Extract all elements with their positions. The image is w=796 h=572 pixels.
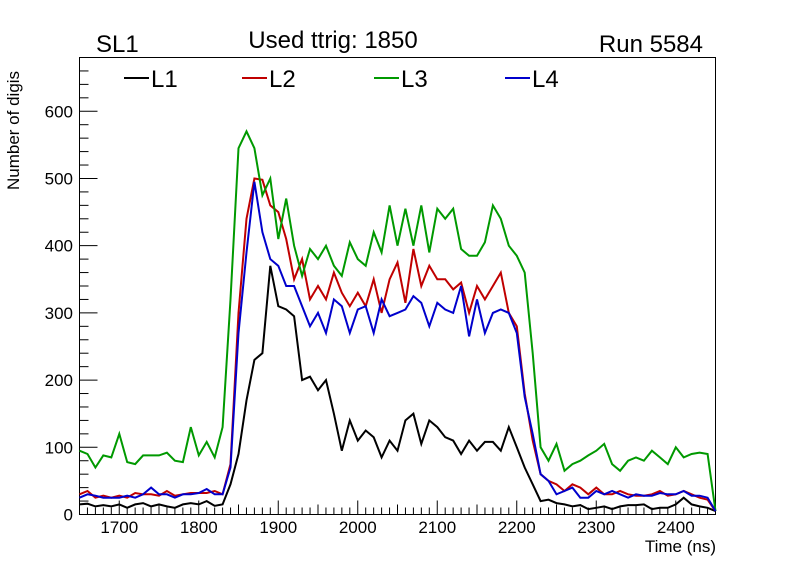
- y-tick-label: 0: [64, 506, 73, 525]
- y-tick-label: 500: [45, 169, 73, 188]
- x-axis: 1700 1800 1900 2000 2100 2200 2300 2400: [79, 500, 716, 537]
- x-tick-label: 1900: [259, 518, 297, 537]
- legend-label-l2: L2: [269, 66, 296, 93]
- series-layer: [79, 129, 717, 513]
- x-tick-label: 2000: [339, 518, 377, 537]
- legend-label-l3: L3: [401, 66, 428, 93]
- y-tick-label: 300: [45, 304, 73, 323]
- x-tick-label: 1800: [180, 518, 218, 537]
- series-line-l4: [79, 181, 717, 512]
- y-tick-label: 200: [45, 371, 73, 390]
- x-tick-label: 1700: [100, 518, 138, 537]
- x-tick-label: 2100: [418, 518, 456, 537]
- y-tick-label: 600: [45, 102, 73, 121]
- legend-label-l4: L4: [532, 66, 559, 93]
- x-tick-label: 2300: [577, 518, 615, 537]
- x-tick-label: 2200: [498, 518, 536, 537]
- plot-frame: [79, 57, 716, 515]
- legend: L1 L2 L3 L4: [124, 66, 559, 93]
- x-tick-label: 2400: [657, 518, 695, 537]
- x-axis-label: Time (ns): [645, 537, 716, 556]
- y-axis-label: Number of digis: [4, 71, 23, 190]
- series-line-l3: [79, 129, 717, 512]
- series-line-l1: [79, 265, 716, 513]
- header-right-label: Run 5584: [599, 31, 703, 58]
- header-left-label: SL1: [96, 31, 139, 58]
- y-axis: 0 100 200 300 400 500 600: [45, 57, 98, 525]
- y-tick-label: 400: [45, 237, 73, 256]
- legend-label-l1: L1: [151, 66, 178, 93]
- chart-title: Used ttrig: 1850: [248, 27, 417, 54]
- y-tick-label: 100: [45, 438, 73, 457]
